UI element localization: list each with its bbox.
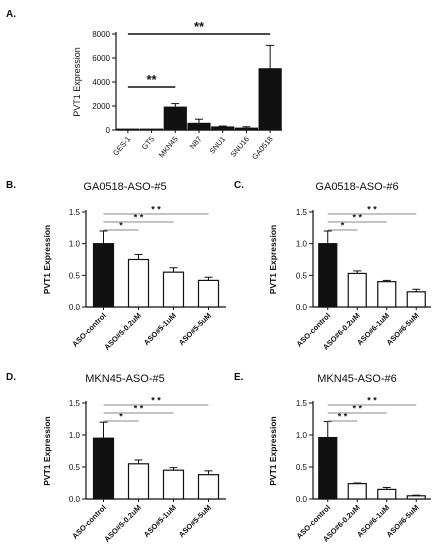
- y-tick-label: 0.5: [296, 463, 308, 472]
- x-tick-label: SNU1: [207, 135, 227, 156]
- bar-4: [406, 495, 426, 500]
- bar-6: [234, 127, 259, 131]
- x-tick-label: ASO#5-5uM: [177, 311, 213, 347]
- bar-4: [406, 291, 426, 308]
- chart-title: MKN45-ASO-#5: [85, 373, 164, 385]
- y-tick-label: 8000: [92, 30, 110, 39]
- significance-marker: * *: [367, 205, 377, 215]
- chart-panel-5: E. MKN45-ASO-#6 0.0 0.5 1.0 1.5 PVT1 Expressio…: [234, 372, 431, 544]
- y-tick-label: 1.0: [69, 240, 81, 249]
- y-axis-label: PVT1 Expression: [268, 416, 278, 485]
- x-tick-label: ASO#5-1uM: [142, 311, 178, 347]
- y-tick-label: 0.5: [69, 463, 81, 472]
- bar-2: [127, 463, 150, 500]
- significance-marker: * *: [151, 396, 161, 406]
- x-tick-label: ASO#5-5uM: [177, 503, 213, 539]
- y-tick-label: 4000: [92, 78, 110, 87]
- panel-letter: E.: [234, 372, 244, 383]
- significance-marker: * *: [352, 213, 362, 223]
- bar-2: [127, 258, 150, 308]
- y-tick-label: 1.5: [296, 399, 308, 408]
- y-tick-label: 0: [106, 126, 111, 135]
- bar-5: [211, 126, 235, 131]
- y-tick-label: 0.0: [69, 495, 81, 504]
- bar-1: [92, 437, 115, 500]
- significance-marker: * *: [151, 205, 161, 215]
- significance-marker: **: [194, 19, 205, 34]
- y-axis-label: PVT1 Expression: [268, 225, 278, 294]
- y-tick-label: 1.0: [296, 431, 308, 440]
- significance-marker: **: [147, 72, 158, 87]
- y-tick-label: 2000: [92, 102, 110, 111]
- y-axis-label: PVT1 Expression: [42, 416, 52, 485]
- significance-marker: *: [119, 412, 123, 422]
- y-tick-label: 6000: [92, 54, 110, 63]
- panel-letter: D.: [6, 372, 16, 383]
- bar-4: [187, 122, 211, 131]
- bar-3: [163, 106, 187, 131]
- bar-3: [162, 271, 185, 308]
- y-tick-label: 1.5: [69, 399, 81, 408]
- significance-marker: * *: [367, 396, 377, 406]
- bar-4: [197, 474, 220, 500]
- chart-panel-3: C. GA0518-ASO-#6 0.0 0.5 1.0 1.5 PVT1 Expressi…: [234, 180, 431, 352]
- y-tick-label: 0.0: [69, 303, 81, 312]
- y-axis-label: PVT1 Expression: [72, 47, 82, 117]
- y-tick-label: 0.0: [296, 495, 308, 504]
- x-tick-label: SNU16: [229, 135, 251, 159]
- chart-panel-2: B. GA0518-ASO-#5 0.0 0.5 1.0 1.5 PVT1 Expressi…: [6, 180, 226, 352]
- panel-letter: A.: [6, 9, 16, 20]
- y-tick-label: 1.0: [69, 431, 81, 440]
- panel-letter: B.: [6, 180, 16, 191]
- y-tick-label: 1.0: [296, 240, 308, 249]
- bar-2: [347, 272, 367, 308]
- significance-marker: * *: [338, 412, 348, 422]
- significance-marker: * *: [352, 404, 362, 414]
- x-tick-label: ASO#5-1uM: [142, 503, 178, 539]
- x-tick-label: GA0518: [250, 135, 275, 162]
- x-tick-label: MKN45: [157, 135, 180, 160]
- bar-1: [318, 436, 338, 500]
- x-tick-label: GES-1: [111, 135, 132, 158]
- x-tick-label: ASO-control: [70, 503, 108, 541]
- significance-marker: * *: [134, 404, 144, 414]
- y-axis-label: PVT1 Expression: [42, 225, 52, 294]
- bar-1: [116, 128, 140, 131]
- chart-title: GA0518-ASO-#5: [83, 181, 166, 193]
- y-tick-label: 0.0: [296, 303, 308, 312]
- x-tick-label: GT5: [140, 135, 156, 152]
- bar-1: [318, 243, 338, 308]
- x-tick-label: ASO#5-0.2uM: [102, 311, 143, 352]
- x-tick-label: ASO-control: [70, 311, 108, 349]
- significance-marker: *: [341, 221, 345, 231]
- bar-1: [92, 243, 115, 308]
- x-tick-label: N87: [188, 135, 204, 151]
- bar-3: [162, 469, 185, 500]
- chart-title: MKN45-ASO-#6: [317, 373, 396, 385]
- bar-3: [377, 281, 397, 308]
- chart-panel-1: A. 0 2000 4000 6000 8000 PVT1 Expression GES-1 G…: [6, 9, 282, 161]
- y-tick-label: 0.5: [69, 271, 81, 280]
- bar-3: [377, 488, 397, 500]
- x-tick-label: ASO#5-0.2uM: [102, 503, 143, 544]
- bar-2: [139, 128, 164, 131]
- bar-2: [347, 483, 367, 500]
- y-tick-label: 1.5: [296, 208, 308, 217]
- bar-4: [197, 279, 220, 308]
- chart-panel-4: D. MKN45-ASO-#5 0.0 0.5 1.0 1.5 PVT1 Expressio…: [6, 372, 226, 544]
- panel-letter: C.: [234, 180, 244, 191]
- significance-marker: * *: [134, 213, 144, 223]
- significance-marker: *: [119, 221, 123, 231]
- y-tick-label: 0.5: [296, 271, 308, 280]
- y-tick-label: 1.5: [69, 208, 81, 217]
- chart-title: GA0518-ASO-#6: [315, 181, 398, 193]
- bar-7: [258, 68, 282, 131]
